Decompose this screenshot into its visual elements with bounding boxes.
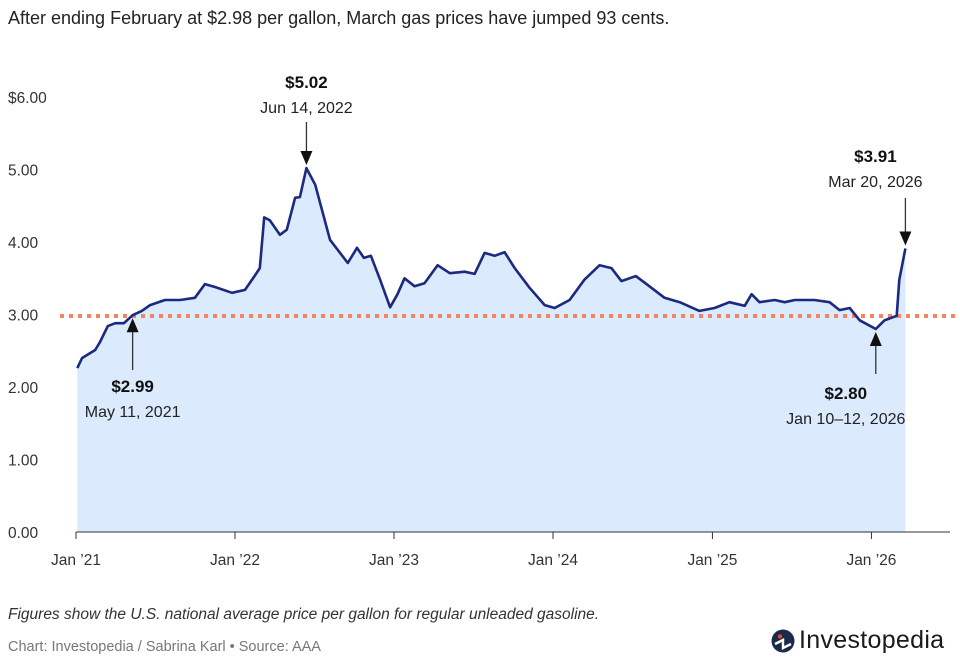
annotation: $5.02 Jun 14, 2022 xyxy=(260,73,353,166)
annotation-value: $3.91 xyxy=(854,147,897,166)
x-tick-label: Jan ’26 xyxy=(846,552,896,569)
annotation: $2.99 May 11, 2021 xyxy=(85,318,181,421)
price-line xyxy=(76,166,907,369)
y-tick-label: 0.00 xyxy=(8,525,39,542)
y-tick-label: 1.00 xyxy=(8,453,39,470)
investopedia-logo-icon xyxy=(771,629,795,652)
x-tick-label: Jan ’25 xyxy=(687,552,737,569)
chart-note: Figures show the U.S. national average p… xyxy=(8,606,600,623)
y-tick-label: 5.00 xyxy=(8,163,39,180)
x-tick-label: Jan ’22 xyxy=(210,552,260,569)
y-tick-label: $6.00 xyxy=(8,90,47,107)
annotation-value: $2.80 xyxy=(825,384,868,403)
y-tick-label: 3.00 xyxy=(8,308,39,325)
x-tick-label: Jan ’23 xyxy=(369,552,419,569)
arrow-down-icon xyxy=(300,151,313,166)
x-tick-label: Jan ’24 xyxy=(528,552,578,569)
y-tick-label: 4.00 xyxy=(8,235,39,252)
annotation-date: May 11, 2021 xyxy=(85,404,181,421)
arrow-up-icon xyxy=(126,318,139,333)
annotation-value: $2.99 xyxy=(111,377,154,396)
investopedia-logo: Investopedia xyxy=(771,626,944,655)
y-axis: 0.00 1.00 2.00 3.00 4.00 5.00 $6.00 xyxy=(8,90,47,542)
logo-text: Investopedia xyxy=(799,626,945,654)
price-area xyxy=(77,168,906,532)
annotation: $3.91 Mar 20, 2026 xyxy=(828,147,923,246)
annotations: $2.99 May 11, 2021 $5.02 Jun 14, 2022 $2.80 J… xyxy=(85,73,923,428)
arrow-down-icon xyxy=(899,231,912,246)
x-tick-label: Jan ’21 xyxy=(51,552,101,569)
annotation-date: Jun 14, 2022 xyxy=(260,100,353,117)
chart-credit: Chart: Investopedia / Sabrina Karl • Sou… xyxy=(8,639,321,655)
chart-title: After ending February at $2.98 per gallo… xyxy=(8,8,670,28)
annotation-date: Mar 20, 2026 xyxy=(828,174,922,191)
annotation-date: Jan 10–12, 2026 xyxy=(786,411,905,428)
y-tick-label: 2.00 xyxy=(8,380,39,397)
arrow-up-icon xyxy=(869,332,882,346)
annotation-value: $5.02 xyxy=(285,73,328,92)
annotation: $2.80 Jan 10–12, 2026 xyxy=(786,332,906,428)
x-axis: Jan ’21 Jan ’22 Jan ’23 Jan ’24 Jan ’25 Jan ’… xyxy=(51,532,896,569)
